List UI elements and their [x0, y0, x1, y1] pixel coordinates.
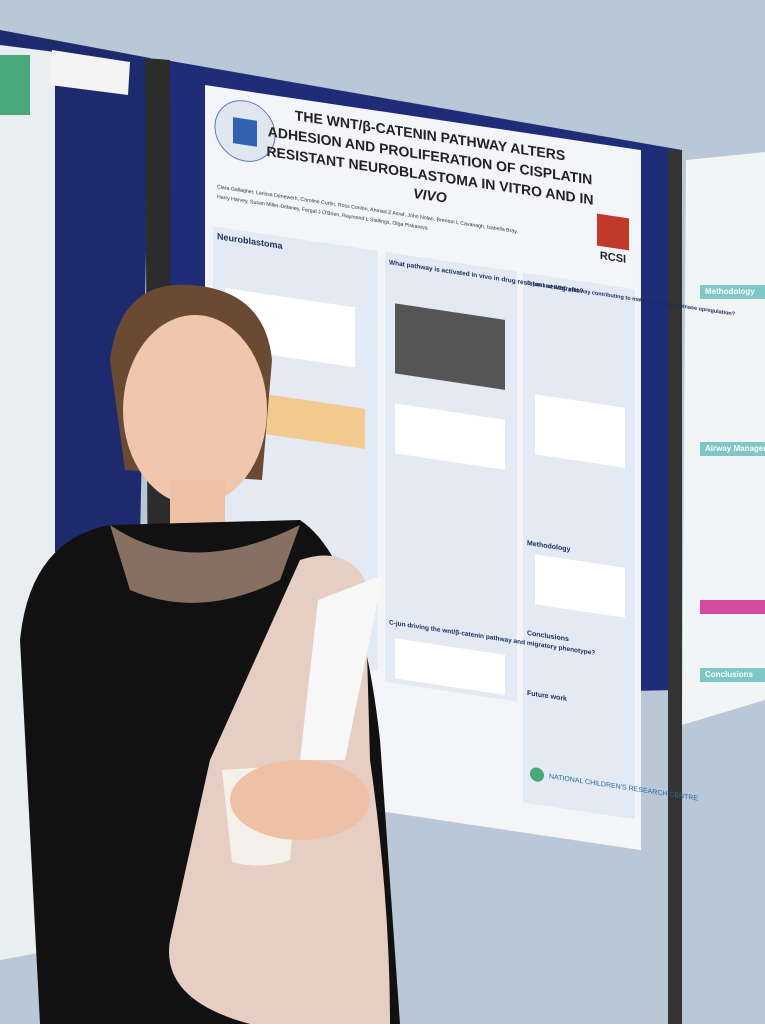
neckline: [110, 525, 300, 603]
rcsi-crest: [597, 213, 629, 251]
bar-figure: [535, 394, 625, 468]
poster-title: VIVO: [413, 185, 446, 206]
board-leg: [668, 150, 682, 1024]
rcsi-label: RCSI: [600, 250, 626, 266]
section-band: [700, 285, 765, 299]
section-heading: Airway Management: [705, 444, 765, 453]
dit-crest: [233, 117, 257, 147]
face: [123, 315, 267, 505]
left-poster-band: [0, 55, 30, 115]
western-blot: [395, 303, 505, 390]
section-heading: Methodology: [705, 287, 755, 296]
section-band: [700, 600, 765, 614]
hands: [230, 760, 370, 840]
right-poster: [682, 152, 765, 725]
section-band: [700, 442, 765, 456]
snp-figure: [395, 638, 505, 695]
brochure: [300, 575, 383, 760]
section-band: [700, 668, 765, 682]
label-card: [50, 50, 130, 95]
bar-figure: [395, 403, 505, 470]
section-heading: Conclusions: [705, 670, 754, 679]
method-figure: [535, 554, 625, 618]
neck: [170, 480, 225, 525]
ncrc-logo: [530, 767, 544, 782]
